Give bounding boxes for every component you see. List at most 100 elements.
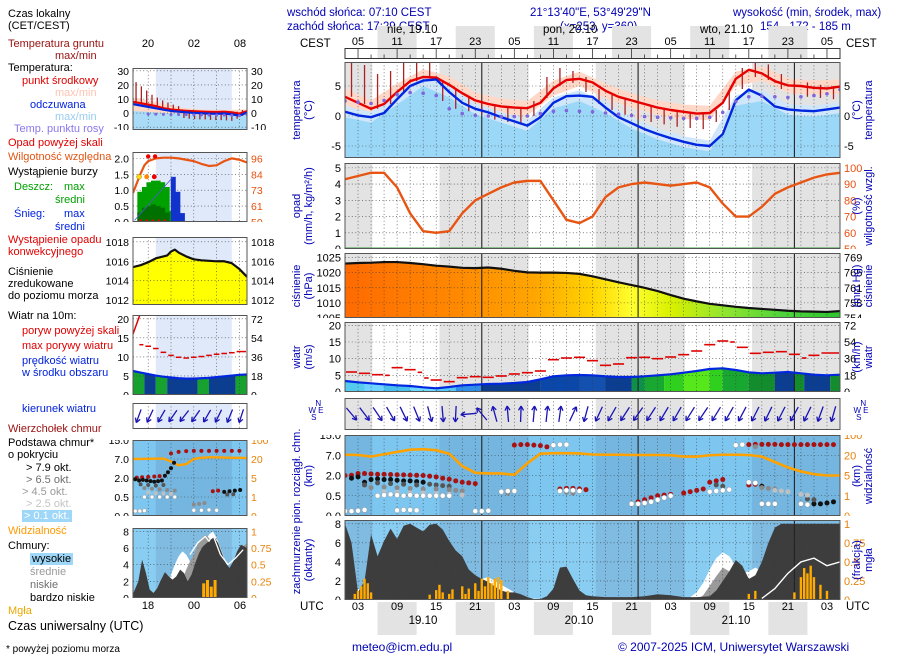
svg-text:0.0: 0.0 bbox=[114, 217, 129, 222]
svg-text:54: 54 bbox=[844, 337, 856, 349]
svg-text:1012: 1012 bbox=[106, 295, 130, 305]
svg-text:5: 5 bbox=[335, 81, 341, 93]
mini-cest-hour-label: 20 bbox=[141, 38, 155, 50]
svg-text:3: 3 bbox=[335, 195, 341, 207]
svg-text:2: 2 bbox=[123, 576, 129, 588]
svg-text:0: 0 bbox=[251, 390, 257, 395]
utc-hour-label: 21 bbox=[781, 601, 795, 613]
svg-text:758: 758 bbox=[844, 298, 862, 310]
utc-hour-label: 21 bbox=[625, 601, 638, 613]
mini-precипitation-chart: 2.0 1.5 1.0 0.5 0.0 96 84 73 61 50 bbox=[114, 152, 263, 222]
svg-text:0.75: 0.75 bbox=[251, 543, 272, 555]
utc-hour-label: 09 bbox=[390, 601, 404, 613]
sidebar-label-podst2: o pokryciu bbox=[8, 449, 59, 461]
svg-text:1: 1 bbox=[335, 228, 341, 240]
time-ruler bbox=[344, 48, 841, 59]
utc-hour-label: 15 bbox=[742, 601, 755, 613]
svg-text:70: 70 bbox=[844, 212, 856, 224]
sidebar-label-dsr: średni bbox=[55, 194, 85, 206]
footer-shading-band bbox=[377, 602, 808, 635]
utc-hour-label: 21 bbox=[469, 601, 482, 613]
svg-text:4: 4 bbox=[123, 560, 129, 572]
svg-text:-5: -5 bbox=[844, 141, 854, 153]
svg-text:100: 100 bbox=[844, 163, 862, 175]
local-time-label: Czas lokalny bbox=[8, 8, 71, 20]
sidebar-label-wysokie[interactable]: wysokie bbox=[30, 553, 74, 565]
svg-text:0: 0 bbox=[844, 511, 850, 516]
date-label: 20.10 bbox=[564, 615, 594, 627]
sidebar-label-wierzch: Wierzchołek chmur bbox=[8, 423, 102, 435]
svg-text:0.5: 0.5 bbox=[844, 557, 859, 569]
sidebar-label-srednie: średnie bbox=[30, 566, 67, 578]
sidebar-label-maxporyw: max porywy wiatru bbox=[22, 340, 114, 352]
sidebar-label-o65: > 6.5 okt. bbox=[26, 474, 72, 486]
wind-chart: 20 15 10 5 0 72 54 36 18 0 bbox=[329, 322, 856, 392]
day-label: nie, 19.10 bbox=[387, 24, 438, 36]
sidebar-label-o01[interactable]: > 0.1 okt. bbox=[22, 510, 72, 522]
date-label: 21.10 bbox=[721, 615, 751, 627]
mini-cloud-extent-chart: 15.0 7.0 2.0 0.5 0.0 100 20 5 1 0 bbox=[109, 440, 269, 516]
utc-hour-label: 03 bbox=[508, 601, 521, 613]
mini-wind-chart: 20 15 10 5 0 72 54 36 18 0 bbox=[117, 315, 263, 395]
sidebar-label-mgla: Mgła bbox=[8, 605, 32, 617]
svg-text:73: 73 bbox=[251, 185, 263, 197]
svg-text:0.25: 0.25 bbox=[844, 576, 865, 588]
cest-hour-label: 11 bbox=[547, 36, 560, 48]
cloud-cover-chart: 8 6 4 2 0 1 0.75 0.5 0.25 0 bbox=[335, 520, 865, 600]
svg-text:0.0: 0.0 bbox=[114, 511, 129, 516]
svg-text:1: 1 bbox=[844, 520, 850, 531]
cest-hour-label: 11 bbox=[704, 36, 716, 48]
svg-text:2: 2 bbox=[335, 212, 341, 224]
cest-hour-label: 05 bbox=[351, 36, 365, 48]
svg-text:1018: 1018 bbox=[251, 237, 275, 249]
svg-text:15.0: 15.0 bbox=[320, 435, 341, 442]
svg-text:0: 0 bbox=[844, 387, 850, 392]
utc-hour-label: 03 bbox=[664, 601, 677, 613]
axis-title-mgla-right: (frakcja) mgła bbox=[851, 540, 875, 580]
svg-text:36: 36 bbox=[844, 354, 856, 366]
svg-text:0: 0 bbox=[335, 595, 341, 600]
svg-text:1025: 1025 bbox=[317, 253, 341, 265]
svg-text:1015: 1015 bbox=[317, 283, 341, 295]
cloud-extent-chart: 15.0 7.0 2.0 0.5 0.0 100 20 5 1 0 bbox=[320, 435, 862, 516]
svg-text:0: 0 bbox=[335, 387, 341, 392]
svg-text:6: 6 bbox=[335, 538, 341, 550]
sidebar-label-poryw: poryw powyżej skali bbox=[22, 325, 120, 337]
svg-text:0: 0 bbox=[335, 244, 341, 249]
svg-text:1: 1 bbox=[844, 491, 850, 503]
svg-text:100: 100 bbox=[251, 440, 269, 447]
svg-text:0: 0 bbox=[123, 108, 129, 120]
mini-utc-hour-label: 00 bbox=[187, 600, 201, 612]
svg-text:15: 15 bbox=[329, 337, 341, 349]
local-time-zone: (CET/CEST) bbox=[8, 20, 70, 32]
svg-text:0.75: 0.75 bbox=[844, 538, 865, 550]
svg-text:54: 54 bbox=[251, 333, 263, 345]
svg-text:80: 80 bbox=[844, 195, 856, 207]
svg-text:0: 0 bbox=[844, 111, 850, 123]
svg-text:765: 765 bbox=[844, 268, 862, 280]
svg-text:15: 15 bbox=[117, 333, 129, 345]
temperature-chart: 5 0 -5 5 0 -5 bbox=[331, 62, 854, 158]
sidebar-label-cis3: do poziomu morza bbox=[8, 290, 99, 302]
svg-text:20: 20 bbox=[117, 80, 129, 92]
sunrise-text: wschód słońca: 07:10 CEST bbox=[287, 7, 432, 19]
cest-hour-label: 05 bbox=[664, 36, 677, 48]
wind-direction-strip bbox=[344, 398, 841, 430]
svg-text:754: 754 bbox=[844, 313, 862, 318]
svg-text:1005: 1005 bbox=[317, 313, 341, 318]
svg-text:1016: 1016 bbox=[106, 256, 130, 268]
svg-text:8: 8 bbox=[335, 520, 341, 531]
svg-text:7.0: 7.0 bbox=[114, 454, 129, 466]
cest-label-right: CEST bbox=[846, 38, 877, 50]
svg-text:20: 20 bbox=[251, 454, 263, 466]
utc-hour-label: 03 bbox=[351, 601, 365, 613]
svg-text:1.5: 1.5 bbox=[114, 169, 129, 181]
mini-cest-hour-label: 02 bbox=[187, 38, 201, 50]
utc-label-left: UTC bbox=[300, 601, 324, 613]
svg-text:1010: 1010 bbox=[317, 298, 341, 310]
svg-text:72: 72 bbox=[844, 322, 856, 332]
mini-cest-hour-label: 08 bbox=[233, 38, 247, 50]
svg-text:0: 0 bbox=[251, 108, 257, 120]
contact-email-link[interactable]: meteo@icm.edu.pl bbox=[352, 640, 453, 654]
